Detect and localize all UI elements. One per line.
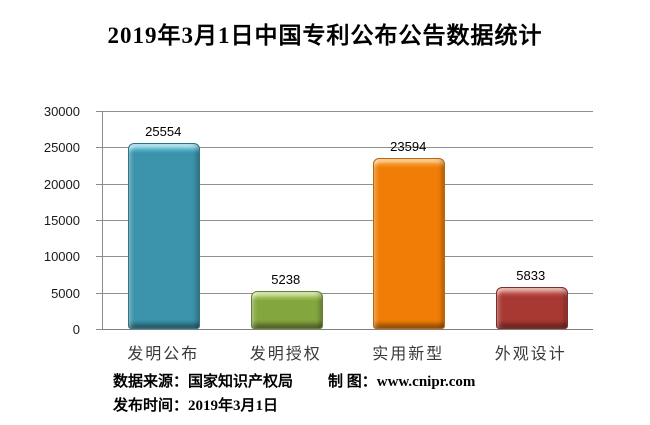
y-axis-label: 15000 [43,213,80,228]
gridline [103,147,593,148]
bar-3 [496,287,568,329]
bar-value-label: 5833 [516,268,546,283]
gridline [103,220,593,221]
y-axis-tick [96,111,102,112]
x-axis-label: 外观设计 [494,346,567,363]
y-axis-tick [96,220,102,221]
bar-2 [373,158,445,329]
y-axis-tick [96,147,102,148]
y-axis-tick [96,184,102,185]
gridline [103,184,593,185]
bar-1 [251,291,323,329]
y-axis-tick [96,329,102,330]
chart-title: 2019年3月1日中国专利公布公告数据统计 [107,23,543,48]
chart-credit-label: 制 图：www.cnipr.com [328,374,476,390]
gridline [103,256,593,257]
y-axis-tick [96,256,102,257]
y-axis-label: 0 [72,322,80,337]
data-source-label: 数据来源：国家知识产权局 [113,374,294,390]
y-axis-label: 25000 [43,140,80,155]
y-axis-label: 20000 [43,177,80,192]
bar-0 [128,143,200,329]
gridline [103,293,593,294]
bar-value-label: 25554 [145,124,182,139]
x-axis-label: 发明公布 [127,346,200,363]
y-axis-tick [96,293,102,294]
x-axis-label: 发明授权 [249,346,322,363]
bar-value-label: 23594 [390,139,427,154]
bar-value-label: 5238 [271,272,301,287]
y-axis-label: 30000 [43,104,80,119]
plot-area [96,111,593,330]
y-axis-label: 5000 [51,286,80,301]
gridline [103,111,593,112]
x-axis-label: 实用新型 [372,346,445,363]
publish-date-label: 发布时间：2019年3月1日 [113,398,279,414]
y-axis-label: 10000 [43,249,80,264]
